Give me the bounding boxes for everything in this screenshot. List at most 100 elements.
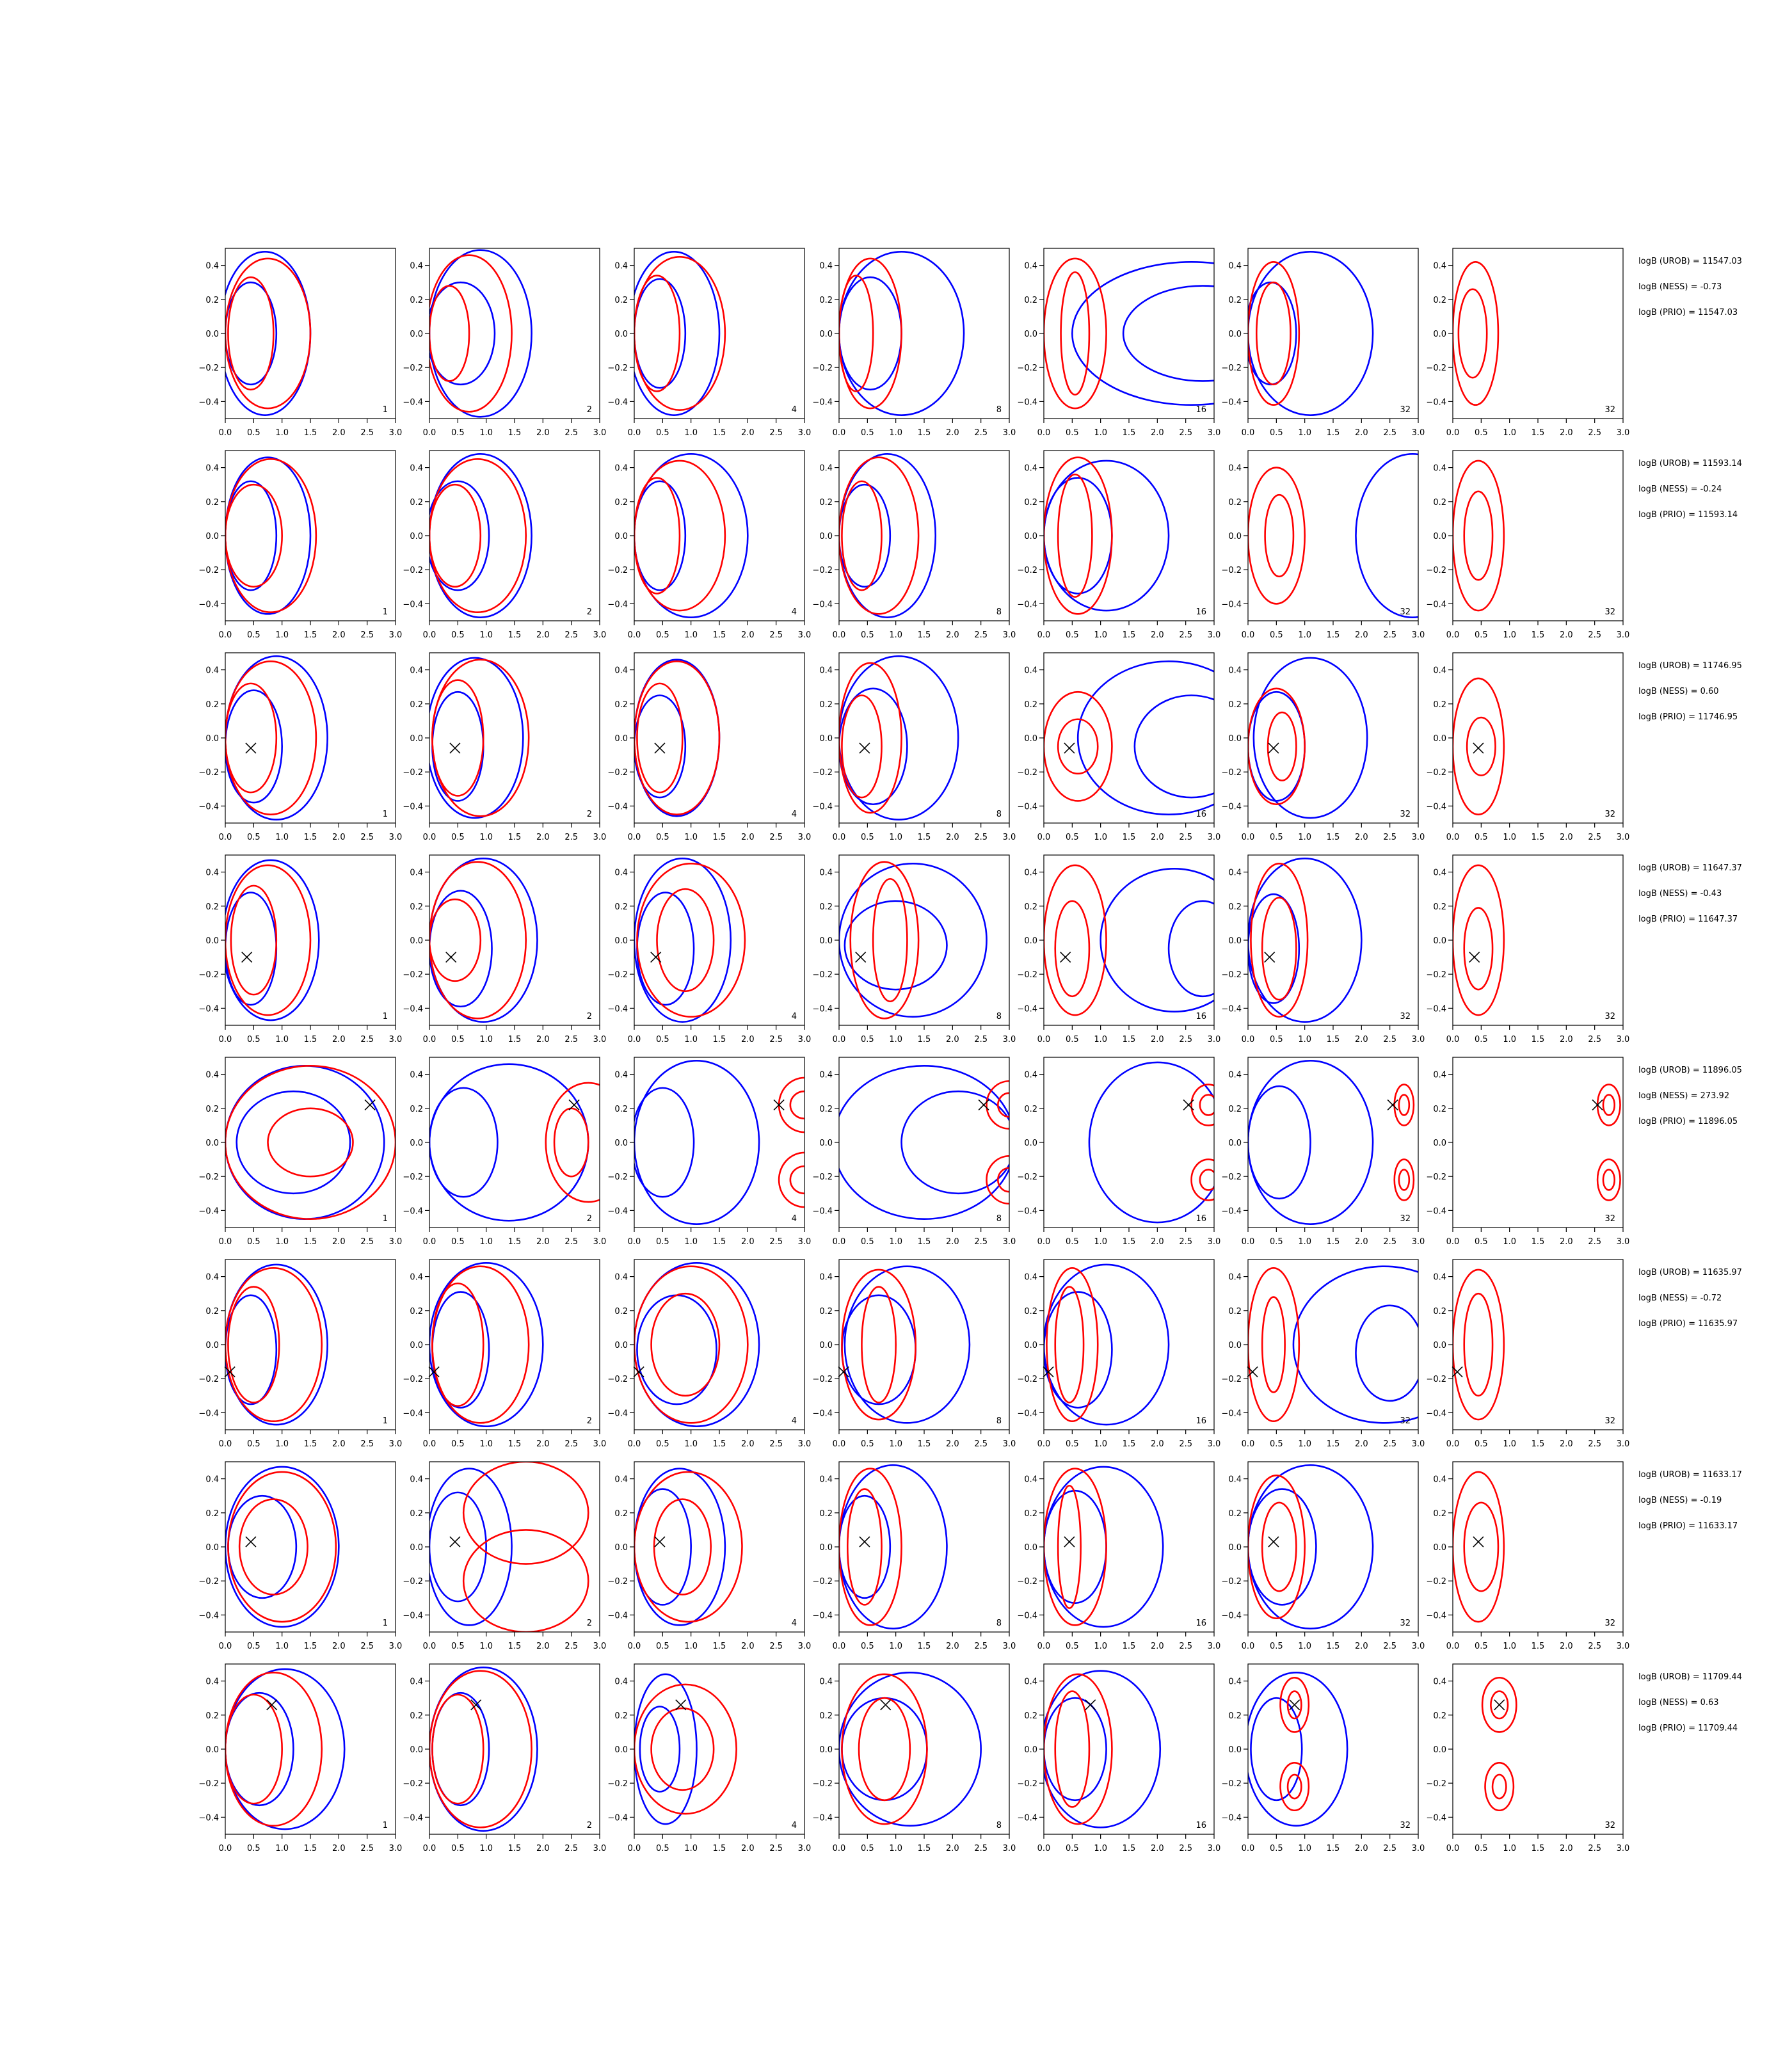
true-value-marker <box>978 1099 989 1111</box>
red-contour <box>462 1529 589 1632</box>
contour-group <box>634 1060 804 1225</box>
x-tick-label: 0.5 <box>247 428 260 438</box>
y-tick-label: 0.2 <box>410 700 423 710</box>
x-tick-label: 3.0 <box>389 1237 403 1247</box>
subplot: 0.0 0.5 1.0 1.5 2.0 2.5 3.0 0.4 0.2 0.0 −0.2 −0.4 32 <box>1221 854 1425 1044</box>
x-tick-label: 0.0 <box>1446 833 1460 842</box>
blue-contour <box>839 863 988 1018</box>
y-tick-label: 0.2 <box>614 1307 628 1316</box>
red-contour <box>429 483 482 588</box>
red-contour <box>1044 456 1113 615</box>
blue-contour <box>429 480 490 591</box>
x-tick-label: 0.5 <box>861 630 874 640</box>
blue-contour <box>429 1667 538 1832</box>
red-contour <box>1199 1169 1214 1191</box>
blue-contour <box>634 278 687 389</box>
blue-contour <box>839 655 959 820</box>
x-tick-label: 3.0 <box>798 1035 812 1044</box>
x-tick-label: 3.0 <box>1208 630 1221 640</box>
y-tick-label: 0.0 <box>614 532 628 541</box>
x-tick-label: 2.0 <box>332 1642 346 1651</box>
x-tick-label: 1.0 <box>1298 1237 1311 1247</box>
x-tick-label: 2.5 <box>1179 1237 1192 1247</box>
y-tick-label: 0.2 <box>205 1105 219 1114</box>
y-tick-label: 0.0 <box>1024 1341 1037 1350</box>
y-tick-label: −0.2 <box>812 768 833 778</box>
blue-contour <box>1071 261 1214 406</box>
x-tick-label: 1.0 <box>275 1035 289 1044</box>
x-tick-label: 0.5 <box>861 1642 874 1651</box>
y-tick-label: 0.2 <box>614 296 628 305</box>
y-tick-label: 0.0 <box>1024 734 1037 744</box>
x-tick-label: 1.5 <box>918 1237 931 1247</box>
logb-stat: logB (PRIO) = 11746.95 <box>1638 712 1738 722</box>
x-tick-label: 1.0 <box>479 1439 493 1449</box>
y-tick-label: −0.4 <box>1221 1206 1242 1216</box>
panel-label: 32 <box>1604 810 1615 819</box>
y-tick-label: 0.4 <box>1228 464 1242 474</box>
red-contour <box>1596 1158 1621 1201</box>
axes-frame <box>1043 1057 1215 1228</box>
x-tick-label: 2.0 <box>741 833 755 842</box>
x-tick-label: 1.0 <box>684 1035 698 1044</box>
x-tick-label: 0.5 <box>451 1439 465 1449</box>
red-contour <box>839 257 902 410</box>
blue-contour <box>1252 657 1368 819</box>
y-tick-label: 0.2 <box>614 1105 628 1114</box>
panel-row: 0.0 0.5 1.0 1.5 2.0 2.5 3.00.40.20.0−0.2−0.410… <box>198 1259 1742 1449</box>
x-tick-label: 2.0 <box>332 428 346 438</box>
y-tick-label: 0.2 <box>1228 296 1242 305</box>
panel-label: 32 <box>1400 1821 1411 1830</box>
blue-contour <box>634 453 749 618</box>
y-tick-label: −0.4 <box>1426 1813 1446 1823</box>
x-tick-label: 2.0 <box>1560 1439 1573 1449</box>
red-contour <box>553 1107 589 1178</box>
logb-stat: logB (UROB) = 11709.44 <box>1638 1672 1742 1682</box>
y-tick-label: 0.4 <box>410 666 423 676</box>
x-tick-label: 3.0 <box>1617 1439 1630 1449</box>
x-tick-label: 1.0 <box>1298 1035 1311 1044</box>
x-tick-label: 3.0 <box>1617 833 1630 842</box>
x-tick-label: 3.0 <box>1208 428 1221 438</box>
y-tick-label: 0.4 <box>1228 1273 1242 1283</box>
marker-stroke <box>859 1536 870 1548</box>
panel-label: 16 <box>1196 1012 1206 1021</box>
contour-group <box>225 1263 328 1426</box>
y-tick-label: −0.2 <box>812 364 833 373</box>
panel-label: 32 <box>1400 1012 1411 1021</box>
y-tick-label: 0.4 <box>819 868 833 878</box>
blue-contour <box>429 858 538 1023</box>
x-tick-label: 0.0 <box>1037 428 1051 438</box>
y-tick-label: 0.4 <box>205 1475 219 1485</box>
y-tick-label: −0.2 <box>812 1779 833 1789</box>
blue-contour <box>839 1672 982 1827</box>
x-tick-label: 2.5 <box>769 1237 783 1247</box>
x-tick-label: 2.0 <box>1560 630 1573 640</box>
red-contour <box>1261 1296 1286 1393</box>
marker-stroke <box>1592 1099 1603 1111</box>
x-tick-label: 1.5 <box>1327 1439 1340 1449</box>
panel-label: 2 <box>587 1821 592 1830</box>
x-tick-label: 1.5 <box>508 630 522 640</box>
y-tick-label: 0.0 <box>614 1341 628 1350</box>
contour-group <box>839 861 988 1020</box>
x-tick-label: 1.5 <box>304 1642 317 1651</box>
x-tick-label: 0.0 <box>1446 1642 1460 1651</box>
blue-contour <box>429 1262 544 1427</box>
blue-contour <box>839 483 892 588</box>
y-tick-label: −0.2 <box>1426 1375 1446 1384</box>
y-tick-label: 0.4 <box>614 262 628 271</box>
x-tick-label: 3.0 <box>798 1439 812 1449</box>
x-tick-label: 3.0 <box>389 833 403 842</box>
x-tick-label: 2.5 <box>360 428 374 438</box>
y-tick-label: −0.4 <box>403 1409 423 1418</box>
y-tick-label: 0.0 <box>205 1543 219 1553</box>
true-value-marker <box>1043 1366 1054 1378</box>
blue-contour <box>429 281 496 386</box>
x-tick-label: 2.5 <box>1588 630 1601 640</box>
x-tick-label: 1.5 <box>304 428 317 438</box>
axes-frame <box>429 248 600 419</box>
x-tick-label: 1.0 <box>684 1844 698 1853</box>
red-contour <box>1190 1084 1214 1126</box>
y-tick-label: −0.4 <box>1221 1611 1242 1620</box>
